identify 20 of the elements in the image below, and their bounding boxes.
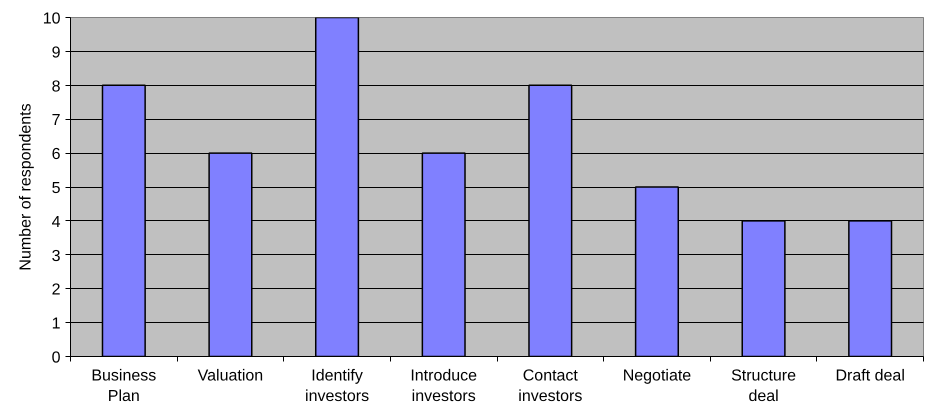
y-tick-label: 7: [52, 112, 61, 130]
y-tick-label: 3: [52, 248, 61, 265]
x-tick-label: Business Plan: [91, 368, 156, 405]
y-tick-label: 4: [52, 214, 61, 231]
y-tick-label: 0: [52, 350, 61, 366]
y-tick-label: 10: [42, 10, 61, 28]
y-tick-label: 5: [52, 180, 61, 197]
y-tick-label: 9: [52, 44, 61, 62]
y-tick-label: 2: [52, 282, 61, 299]
x-tick-label: Valuation: [198, 368, 264, 384]
x-tick-label: Contact investors: [518, 368, 582, 405]
y-tick-label: 6: [52, 146, 61, 164]
x-tick-label: Draft deal: [836, 368, 905, 384]
x-tick-label: Structure deal: [731, 368, 796, 405]
x-tick-label: Introduce investors: [410, 368, 478, 405]
y-tick-label: 8: [52, 78, 61, 96]
x-tick-label: Negotiate: [622, 368, 692, 384]
y-axis-title: Number of respondents: [18, 103, 35, 271]
y-tick-label: 1: [52, 316, 61, 333]
x-tick-label: Identify investors: [305, 368, 370, 405]
